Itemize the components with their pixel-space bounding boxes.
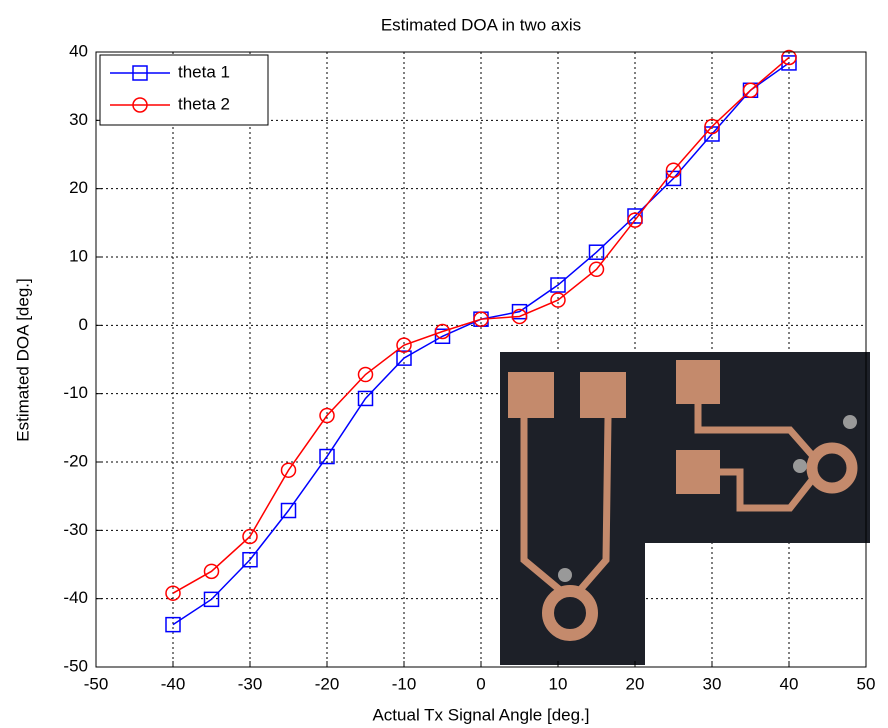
x-axis-label: Actual Tx Signal Angle [deg.] <box>372 705 589 724</box>
marker <box>511 308 528 325</box>
trace <box>694 404 815 512</box>
marker <box>550 292 566 308</box>
marker <box>704 118 720 135</box>
x-tick-label: -50 <box>84 674 109 693</box>
y-tick-label: -40 <box>63 588 88 607</box>
y-tick-label: 10 <box>69 246 88 265</box>
y-axis-label: Estimated DOA [deg.] <box>13 278 32 441</box>
marker <box>242 528 258 545</box>
ring <box>542 585 598 641</box>
marker <box>396 337 412 353</box>
marker <box>165 585 181 601</box>
marker <box>627 208 643 224</box>
connector <box>843 415 857 429</box>
marker <box>203 563 220 580</box>
series-lines <box>165 49 797 633</box>
legend-label: theta 2 <box>178 94 230 113</box>
connector <box>558 568 572 582</box>
pad <box>676 360 720 404</box>
y-tick-label: 20 <box>69 178 88 197</box>
marker <box>396 350 412 366</box>
series-line <box>172 56 790 594</box>
inset-photo <box>500 352 870 665</box>
x-tick-label: -10 <box>392 674 417 693</box>
legend-box <box>99 54 269 126</box>
marker <box>357 390 374 407</box>
y-tick-label: 30 <box>69 110 88 129</box>
chart-title: Estimated DOA in two axis <box>381 15 581 34</box>
marker <box>203 591 220 608</box>
legend: theta 1 theta 2 <box>99 54 269 126</box>
marker <box>280 462 297 478</box>
marker <box>357 366 374 383</box>
marker <box>132 97 148 113</box>
x-tick-label: 20 <box>626 674 645 693</box>
legend-label: theta 1 <box>178 62 230 81</box>
marker <box>511 303 528 320</box>
trace <box>520 417 612 593</box>
x-tick-label: 10 <box>549 674 568 693</box>
marker <box>319 407 335 424</box>
pad <box>580 372 626 418</box>
marker <box>742 82 759 99</box>
connector <box>793 459 807 473</box>
x-tick-label: 0 <box>476 674 485 693</box>
marker <box>434 328 451 345</box>
marker <box>473 311 489 327</box>
x-tick-label: 50 <box>857 674 876 693</box>
marker <box>132 65 148 81</box>
marker <box>665 162 682 178</box>
marker <box>627 212 643 228</box>
y-tick-label: -10 <box>63 383 88 402</box>
marker <box>588 244 605 260</box>
marker <box>781 49 797 66</box>
marker <box>550 277 566 293</box>
axes: -50 -40 -30 -20 -10 0 10 20 30 40 50 -50 -40 -30 -20 -1… <box>63 41 875 693</box>
ring <box>806 442 858 494</box>
marker <box>280 502 297 519</box>
x-tick-label: -40 <box>161 674 186 693</box>
pad <box>676 450 720 494</box>
marker <box>319 448 335 465</box>
y-tick-label: 40 <box>69 41 88 60</box>
marker <box>434 323 451 340</box>
marker <box>588 261 605 278</box>
y-tick-label: -30 <box>63 520 88 539</box>
x-tick-label: 40 <box>780 674 799 693</box>
y-tick-label: 0 <box>79 315 88 334</box>
x-tick-label: -20 <box>315 674 340 693</box>
marker <box>165 616 181 633</box>
marker <box>242 551 258 568</box>
x-tick-label: -30 <box>238 674 263 693</box>
y-tick-label: -50 <box>63 656 88 675</box>
y-tick-label: -20 <box>63 451 88 470</box>
x-tick-label: 30 <box>703 674 722 693</box>
pad <box>508 372 554 418</box>
